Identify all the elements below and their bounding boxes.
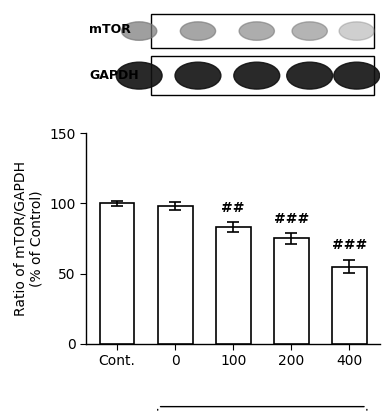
Bar [332, 266, 367, 344]
Ellipse shape [122, 22, 157, 40]
Bar [158, 206, 192, 344]
Ellipse shape [292, 22, 327, 40]
Bar [100, 204, 134, 344]
Ellipse shape [287, 62, 333, 89]
Text: ##: ## [221, 202, 245, 215]
Ellipse shape [339, 22, 374, 40]
Text: ###: ### [332, 238, 367, 252]
Y-axis label: Ratio of mTOR/GAPDH
(% of Control): Ratio of mTOR/GAPDH (% of Control) [14, 161, 44, 316]
Ellipse shape [175, 62, 221, 89]
Text: mTOR: mTOR [89, 23, 131, 36]
Ellipse shape [116, 62, 162, 89]
Bar [274, 238, 309, 344]
Text: GAPDH: GAPDH [89, 69, 139, 82]
Ellipse shape [180, 22, 216, 40]
Ellipse shape [239, 22, 274, 40]
Text: ###: ### [274, 212, 309, 226]
Ellipse shape [334, 62, 379, 89]
FancyBboxPatch shape [151, 14, 374, 48]
Ellipse shape [234, 62, 279, 89]
Bar [216, 227, 250, 344]
FancyBboxPatch shape [151, 56, 374, 95]
